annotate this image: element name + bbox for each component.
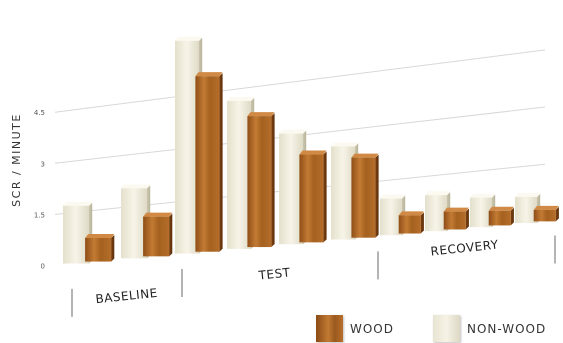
bar-wood (488, 206, 514, 226)
y-tick-label: 4.5 (34, 109, 45, 117)
bars (63, 36, 559, 264)
y-tick-label: 1.5 (34, 211, 45, 219)
legend-swatch-wood (316, 315, 343, 342)
bar-wood (143, 212, 173, 257)
bar-wood (443, 207, 469, 230)
bar-wood (195, 72, 223, 252)
bar-wood (247, 112, 275, 248)
y-axis-label: SCR / MINUTE (10, 113, 23, 207)
bar-wood (85, 233, 115, 262)
group-label-baseline: BASELINE (95, 286, 159, 306)
legend-label-wood: WOOD (350, 321, 394, 336)
group-label-test: TEST (257, 265, 291, 282)
grid-line (54, 49, 546, 113)
y-tick-labels: 0 1.5 3 4.5 (34, 109, 45, 270)
y-tick-label: 0 (41, 262, 45, 270)
bar-wood (398, 211, 424, 234)
group-label-recovery: RECOVERY (430, 237, 499, 258)
legend-swatch-non-wood (433, 315, 460, 342)
legend-item-wood: WOOD (316, 315, 394, 342)
legend-item-non-wood: NON-WOOD (433, 315, 546, 342)
bar-wood (299, 150, 327, 243)
bar-non-wood (121, 184, 151, 259)
y-tick-label: 3 (41, 160, 45, 168)
bar-wood (351, 153, 379, 238)
bar-non-wood (331, 142, 359, 240)
legend-label-non-wood: NON-WOOD (467, 321, 547, 336)
bar-wood (533, 205, 559, 222)
